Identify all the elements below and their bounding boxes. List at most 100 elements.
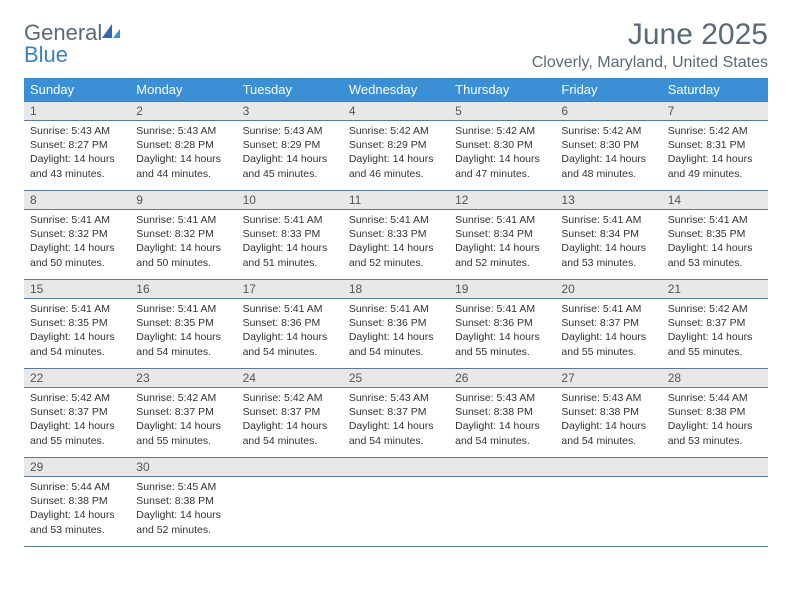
day-number-cell: 27 <box>555 369 661 388</box>
sunrise-line: Sunrise: 5:42 AM <box>30 392 110 404</box>
day-number-cell: 7 <box>662 102 768 121</box>
day-number-cell <box>662 458 768 477</box>
daylight-line: Daylight: 14 hours and 53 minutes. <box>668 242 753 268</box>
day-content-cell: Sunrise: 5:43 AMSunset: 8:27 PMDaylight:… <box>24 121 130 191</box>
sunrise-line: Sunrise: 5:41 AM <box>243 214 323 226</box>
sunset-line: Sunset: 8:38 PM <box>668 406 746 418</box>
sunrise-line: Sunrise: 5:41 AM <box>668 214 748 226</box>
sunrise-line: Sunrise: 5:43 AM <box>561 392 641 404</box>
sunrise-line: Sunrise: 5:44 AM <box>30 481 110 493</box>
sunset-line: Sunset: 8:30 PM <box>455 139 533 151</box>
day-number-cell <box>343 458 449 477</box>
day-content-row: Sunrise: 5:41 AM Sunset: 8:35 PM Daylight:… <box>24 299 768 369</box>
daylight-line: Daylight: 14 hours and 44 minutes. <box>136 153 221 179</box>
sunset-line: Sunset: 8:34 PM <box>455 228 533 240</box>
sunrise-line: Sunrise: 5:41 AM <box>561 214 641 226</box>
day-number-cell: 18 <box>343 280 449 299</box>
day-number-cell: 3 <box>237 102 343 121</box>
sail-icon <box>100 22 122 40</box>
day-content-cell: Sunrise: 5:42 AMSunset: 8:30 PMDaylight:… <box>449 121 555 191</box>
daylight-line: Daylight: 14 hours and 55 minutes. <box>30 420 115 446</box>
day-number-cell: 16 <box>130 280 236 299</box>
day-content-cell: Sunrise: 5:42 AM Sunset: 8:30 PM Daylight:… <box>555 121 661 191</box>
daylight-line: Daylight: 14 hours and 48 minutes. <box>561 153 646 179</box>
daylight-line: Daylight: 14 hours and 54 minutes. <box>455 420 540 446</box>
daylight-line: Daylight: 14 hours and 51 minutes. <box>243 242 328 268</box>
day-content-cell: Sunrise: 5:42 AMSunset: 8:37 PMDaylight:… <box>130 388 236 458</box>
day-content-cell: Sunrise: 5:42 AMSunset: 8:31 PMDaylight:… <box>662 121 768 191</box>
daylight-line: Daylight: 14 hours and 55 minutes. <box>455 331 540 357</box>
sunrise-line: Sunrise: 5:41 AM <box>136 303 216 315</box>
day-number-cell: 2 <box>130 102 236 121</box>
day-number-cell: 15 <box>24 280 130 299</box>
day-content-cell: Sunrise: 5:42 AMSunset: 8:37 PMDaylight:… <box>237 388 343 458</box>
day-number-cell: 12 <box>449 191 555 210</box>
weekday-header: Wednesday <box>343 78 449 102</box>
sunrise-line: Sunrise: 5:41 AM <box>455 303 535 315</box>
daylight-line: Daylight: 14 hours and 54 minutes. <box>30 331 115 357</box>
day-number-cell: 8 <box>24 191 130 210</box>
day-content-row: Sunrise: 5:44 AM Sunset: 8:38 PM Daylight:… <box>24 477 768 547</box>
logo: General Blue <box>24 22 122 66</box>
sunset-line: Sunset: 8:36 PM <box>349 317 427 329</box>
logo-text: General Blue <box>24 22 122 66</box>
daylight-line: Daylight: 14 hours and 52 minutes. <box>136 509 221 535</box>
daylight-line: Daylight: 14 hours and 53 minutes. <box>668 420 753 446</box>
sunset-line: Sunset: 8:31 PM <box>668 139 746 151</box>
sunset-line: Sunset: 8:29 PM <box>349 139 427 151</box>
day-number-cell: 19 <box>449 280 555 299</box>
day-content-cell: Sunrise: 5:43 AMSunset: 8:28 PMDaylight:… <box>130 121 236 191</box>
daylight-line: Daylight: 14 hours and 46 minutes. <box>349 153 434 179</box>
weekday-header: Sunday <box>24 78 130 102</box>
sunset-line: Sunset: 8:33 PM <box>349 228 427 240</box>
day-content-cell: Sunrise: 5:43 AMSunset: 8:38 PMDaylight:… <box>555 388 661 458</box>
page-title: June 2025 <box>532 18 768 52</box>
sunset-line: Sunset: 8:38 PM <box>561 406 639 418</box>
day-content-cell: Sunrise: 5:45 AM Sunset: 8:38 PM Daylight:… <box>130 477 236 547</box>
sunset-line: Sunset: 8:38 PM <box>455 406 533 418</box>
day-content-cell: Sunrise: 5:42 AM Sunset: 8:37 PM Daylight:… <box>24 388 130 458</box>
day-content-cell: Sunrise: 5:42 AMSunset: 8:29 PMDaylight:… <box>343 121 449 191</box>
day-number-cell: 25 <box>343 369 449 388</box>
day-content-cell: Sunrise: 5:41 AMSunset: 8:36 PMDaylight:… <box>343 299 449 369</box>
day-content-cell: Sunrise: 5:43 AMSunset: 8:38 PMDaylight:… <box>449 388 555 458</box>
day-number-cell: 1 <box>24 102 130 121</box>
day-number-cell: 10 <box>237 191 343 210</box>
day-number-cell: 4 <box>343 102 449 121</box>
day-content-cell: Sunrise: 5:44 AMSunset: 8:38 PMDaylight:… <box>24 477 130 547</box>
day-number-cell: 30 <box>130 458 236 477</box>
sunset-line: Sunset: 8:32 PM <box>136 228 214 240</box>
daylight-line: Daylight: 14 hours and 54 minutes. <box>136 331 221 357</box>
sunset-line: Sunset: 8:37 PM <box>30 406 108 418</box>
day-content-cell: Sunrise: 5:42 AMSunset: 8:37 PMDaylight:… <box>662 299 768 369</box>
sunrise-line: Sunrise: 5:42 AM <box>561 125 641 137</box>
day-number-row: 2930 <box>24 458 768 477</box>
day-content-cell: Sunrise: 5:41 AMSunset: 8:37 PMDaylight:… <box>555 299 661 369</box>
day-number-row: 891011121314 <box>24 191 768 210</box>
daylight-line: Daylight: 14 hours and 54 minutes. <box>243 420 328 446</box>
day-number-cell: 24 <box>237 369 343 388</box>
day-content-row: Sunrise: 5:43 AMSunset: 8:27 PMDaylight:… <box>24 121 768 191</box>
daylight-line: Daylight: 14 hours and 50 minutes. <box>30 242 115 268</box>
day-content-cell: Sunrise: 5:41 AMSunset: 8:32 PMDaylight:… <box>24 210 130 280</box>
day-content-cell <box>343 477 449 547</box>
sunset-line: Sunset: 8:35 PM <box>668 228 746 240</box>
sunset-line: Sunset: 8:30 PM <box>561 139 639 151</box>
daylight-line: Daylight: 14 hours and 49 minutes. <box>668 153 753 179</box>
day-content-cell: Sunrise: 5:43 AMSunset: 8:29 PMDaylight:… <box>237 121 343 191</box>
sunset-line: Sunset: 8:38 PM <box>136 495 214 507</box>
sunset-line: Sunset: 8:37 PM <box>349 406 427 418</box>
sunrise-line: Sunrise: 5:42 AM <box>136 392 216 404</box>
day-number-cell: 13 <box>555 191 661 210</box>
sunset-line: Sunset: 8:38 PM <box>30 495 108 507</box>
daylight-line: Daylight: 14 hours and 55 minutes. <box>561 331 646 357</box>
daylight-line: Daylight: 14 hours and 50 minutes. <box>136 242 221 268</box>
sunset-line: Sunset: 8:28 PM <box>136 139 214 151</box>
day-number-cell: 22 <box>24 369 130 388</box>
sunrise-line: Sunrise: 5:41 AM <box>30 303 110 315</box>
day-number-cell <box>237 458 343 477</box>
weekday-header: Thursday <box>449 78 555 102</box>
sunset-line: Sunset: 8:35 PM <box>30 317 108 329</box>
sunrise-line: Sunrise: 5:43 AM <box>243 125 323 137</box>
sunrise-line: Sunrise: 5:45 AM <box>136 481 216 493</box>
